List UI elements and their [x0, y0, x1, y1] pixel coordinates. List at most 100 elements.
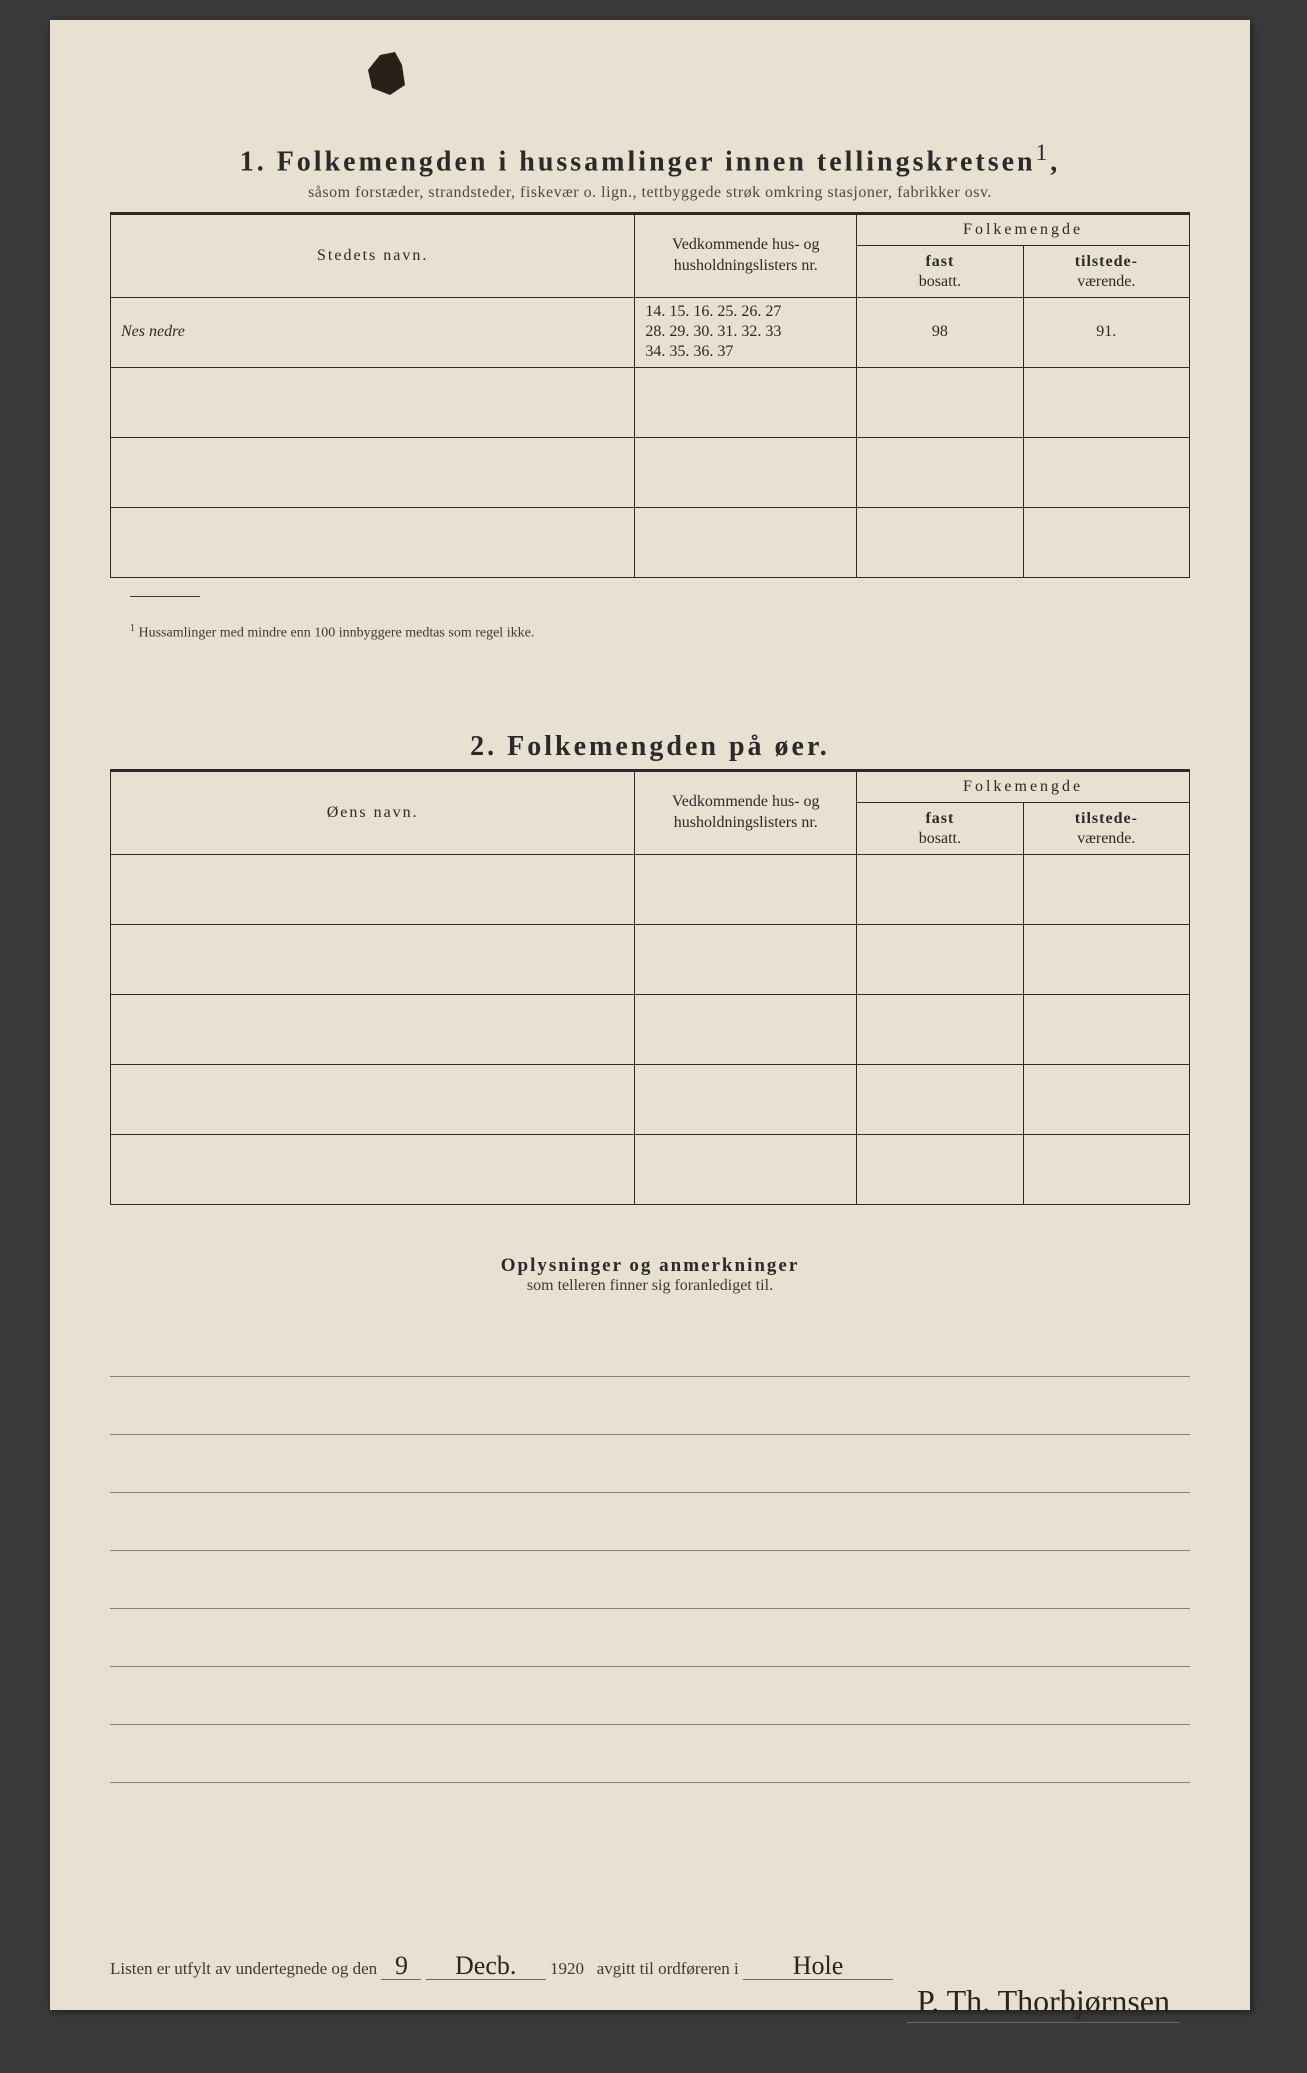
- section-2-table: Øens navn. Vedkommende hus- og husholdni…: [110, 771, 1190, 1204]
- oplysninger-title: Oplysninger og anmerkninger: [110, 1255, 1190, 1277]
- section-2-title: 2. Folkemengden på øer.: [110, 731, 1190, 763]
- cell-hus-numbers: [635, 367, 857, 437]
- table-row: [111, 1134, 1190, 1204]
- signature-label: (Tellerens underskrift.): [907, 2025, 1180, 2041]
- ruled-lines-area: [110, 1319, 1190, 1783]
- th-til-bold: tilstede-: [1075, 253, 1138, 270]
- th-hus-lister: Vedkommende hus- og husholdningslisters …: [635, 215, 857, 297]
- table-row: [111, 507, 1190, 577]
- empty-cell: [111, 1134, 635, 1204]
- footer-date-day: 9: [381, 1953, 421, 1980]
- th-stedets-navn: Stedets navn.: [111, 215, 635, 297]
- section-1-subtitle: såsom forstæder, strandsteder, fiskevær …: [110, 184, 1190, 202]
- th-til-rest: værende.: [1077, 273, 1135, 290]
- footer-text-2: avgitt til ordføreren i: [597, 1959, 739, 1978]
- footer-place: Hole: [743, 1953, 893, 1980]
- cell-tilstede: [1023, 507, 1189, 577]
- cell-stedets-navn: [111, 367, 635, 437]
- footer-year: 1920: [550, 1959, 584, 1978]
- table-row: [111, 367, 1190, 437]
- th-hus-lister-2: Vedkommende hus- og husholdningslisters …: [635, 772, 857, 854]
- th-tilstede-2: tilstede- værende.: [1023, 803, 1189, 854]
- empty-cell: [1023, 924, 1189, 994]
- signature-block: P. Th. Thorbjørnsen (Tellerens underskri…: [907, 1983, 1180, 2041]
- th-folkemengde-2: Folkemengde: [857, 772, 1190, 803]
- empty-cell: [1023, 1134, 1189, 1204]
- empty-cell: [857, 1064, 1023, 1134]
- empty-cell: [111, 1064, 635, 1134]
- table-row: [111, 994, 1190, 1064]
- empty-cell: [111, 994, 635, 1064]
- empty-cell: [857, 854, 1023, 924]
- empty-cell: [635, 1064, 857, 1134]
- empty-cell: [857, 924, 1023, 994]
- table-row: [111, 437, 1190, 507]
- cell-stedets-navn: [111, 437, 635, 507]
- ruled-line: [110, 1667, 1190, 1725]
- section-2: 2. Folkemengden på øer. Øens navn. Vedko…: [110, 731, 1190, 1204]
- footnote-rule: [130, 596, 200, 597]
- cell-fast-bosatt: [857, 367, 1023, 437]
- table-row: [111, 1064, 1190, 1134]
- th-oens-navn: Øens navn.: [111, 772, 635, 854]
- th-fast-rest: bosatt.: [919, 273, 961, 290]
- section-1-tbody: Nes nedre14. 15. 16. 25. 26. 2728. 29. 3…: [111, 297, 1190, 577]
- th-fast-bosatt-2: fast bosatt.: [857, 803, 1023, 854]
- empty-cell: [111, 854, 635, 924]
- footer-text-1: Listen er utfylt av undertegnede og den: [110, 1959, 377, 1978]
- section-1-title: 1. Folkemengden i hussamlinger innen tel…: [110, 140, 1190, 178]
- oplysninger-subtitle: som telleren finner sig foranlediget til…: [110, 1277, 1190, 1295]
- cell-hus-numbers: 14. 15. 16. 25. 26. 2728. 29. 30. 31. 32…: [635, 297, 857, 367]
- ruled-line: [110, 1435, 1190, 1493]
- th-tilstede: tilstede- værende.: [1023, 246, 1189, 297]
- th-fast-bold-2: fast: [925, 810, 954, 827]
- cell-hus-numbers: [635, 437, 857, 507]
- section-1-title-text: Folkemengden i hussamlinger innen tellin…: [277, 146, 1036, 177]
- ruled-line: [110, 1551, 1190, 1609]
- footer-date-month: Decb.: [426, 1953, 546, 1980]
- empty-cell: [635, 924, 857, 994]
- empty-cell: [111, 924, 635, 994]
- section-1-table: Stedets navn. Vedkommende hus- og hushol…: [110, 214, 1190, 577]
- empty-cell: [857, 994, 1023, 1064]
- section-1-title-sup: 1: [1036, 140, 1051, 166]
- th-til-bold-2: tilstede-: [1075, 810, 1138, 827]
- footnote-text: Hussamlinger med mindre enn 100 innbygge…: [139, 625, 535, 640]
- footnote-sup: 1: [130, 623, 135, 634]
- section-1-thead: Stedets navn. Vedkommende hus- og hushol…: [111, 215, 1190, 297]
- section-1: 1. Folkemengden i hussamlinger innen tel…: [110, 140, 1190, 641]
- empty-cell: [635, 854, 857, 924]
- empty-cell: [635, 994, 857, 1064]
- th-fast-rest-2: bosatt.: [919, 830, 961, 847]
- ruled-line: [110, 1609, 1190, 1667]
- section-2-tbody: [111, 854, 1190, 1204]
- th-til-rest-2: værende.: [1077, 830, 1135, 847]
- cell-fast-bosatt: 98: [857, 297, 1023, 367]
- ruled-line: [110, 1725, 1190, 1783]
- cell-stedets-navn: [111, 507, 635, 577]
- cell-fast-bosatt: [857, 507, 1023, 577]
- section-2-title-text: Folkemengden på øer.: [507, 731, 830, 762]
- cell-tilstede: [1023, 367, 1189, 437]
- empty-cell: [1023, 1064, 1189, 1134]
- cell-stedets-navn: Nes nedre: [111, 297, 635, 367]
- empty-cell: [635, 1134, 857, 1204]
- signature: P. Th. Thorbjørnsen: [907, 1983, 1180, 2023]
- ruled-line: [110, 1377, 1190, 1435]
- section-2-number: 2.: [470, 731, 497, 762]
- th-fast-bold: fast: [925, 253, 954, 270]
- section-1-footnote: 1 Hussamlinger med mindre enn 100 innbyg…: [110, 623, 1190, 642]
- ruled-line: [110, 1319, 1190, 1377]
- cell-fast-bosatt: [857, 437, 1023, 507]
- section-2-thead: Øens navn. Vedkommende hus- og husholdni…: [111, 772, 1190, 854]
- th-fast-bosatt: fast bosatt.: [857, 246, 1023, 297]
- empty-cell: [857, 1134, 1023, 1204]
- section-3: Oplysninger og anmerkninger som telleren…: [110, 1255, 1190, 1783]
- th-folkemengde: Folkemengde: [857, 215, 1190, 246]
- empty-cell: [1023, 994, 1189, 1064]
- cell-tilstede: 91.: [1023, 297, 1189, 367]
- cell-hus-numbers: [635, 507, 857, 577]
- cell-tilstede: [1023, 437, 1189, 507]
- table-row: [111, 854, 1190, 924]
- ruled-line: [110, 1493, 1190, 1551]
